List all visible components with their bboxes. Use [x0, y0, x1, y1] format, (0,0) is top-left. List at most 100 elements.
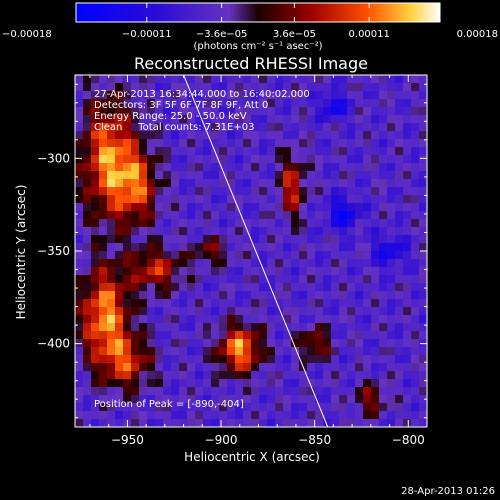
- heatmap-cell: [299, 147, 308, 156]
- heatmap-cell: [235, 179, 244, 188]
- heatmap-cell: [91, 411, 100, 420]
- heatmap-cell: [171, 419, 180, 427]
- heatmap-cell: [379, 387, 388, 396]
- heatmap-cell: [267, 347, 276, 356]
- heatmap-cell: [299, 267, 308, 276]
- heatmap-cell: [339, 267, 348, 276]
- heatmap-cell: [395, 259, 404, 268]
- heatmap-cell: [355, 163, 364, 172]
- heatmap-cell: [307, 107, 316, 116]
- heatmap-cell: [259, 299, 268, 308]
- heatmap-cell: [299, 403, 308, 412]
- heatmap-cell: [243, 211, 252, 220]
- heatmap-cell: [251, 291, 260, 300]
- heatmap-cell: [115, 91, 124, 100]
- heatmap-cell: [251, 331, 260, 340]
- heatmap-cell: [283, 131, 292, 140]
- heatmap-cell: [99, 99, 108, 108]
- heatmap-cell: [155, 331, 164, 340]
- heatmap-cell: [83, 131, 92, 140]
- heatmap-cell: [259, 339, 268, 348]
- heatmap-cell: [187, 107, 196, 116]
- heatmap-cell: [419, 211, 427, 220]
- heatmap-cell: [115, 243, 124, 252]
- heatmap-cell: [75, 379, 84, 388]
- heatmap-cell: [155, 243, 164, 252]
- heatmap-cell: [419, 355, 427, 364]
- heatmap-cell: [395, 123, 404, 132]
- heatmap-cell: [203, 171, 212, 180]
- heatmap-cell: [99, 307, 108, 316]
- heatmap-cell: [291, 83, 300, 92]
- heatmap-cell: [91, 235, 100, 244]
- heatmap-cell: [339, 259, 348, 268]
- heatmap-cell: [219, 283, 228, 292]
- heatmap-cell: [275, 403, 284, 412]
- heatmap-cell: [251, 371, 260, 380]
- heatmap-cell: [107, 267, 116, 276]
- heatmap-cell: [203, 227, 212, 236]
- heatmap-cell: [171, 347, 180, 356]
- heatmap-cell: [315, 195, 324, 204]
- heatmap-cell: [83, 243, 92, 252]
- heatmap-cell: [331, 275, 340, 284]
- heatmap-cell: [323, 291, 332, 300]
- heatmap-cell: [347, 243, 356, 252]
- heatmap-cell: [323, 379, 332, 388]
- heatmap-cell: [83, 147, 92, 156]
- heatmap-cell: [371, 155, 380, 164]
- heatmap-cell: [267, 203, 276, 212]
- heatmap-cell: [291, 363, 300, 372]
- heatmap-cell: [139, 323, 148, 332]
- heatmap-cell: [195, 123, 204, 132]
- heatmap-cell: [131, 339, 140, 348]
- heatmap-cell: [347, 163, 356, 172]
- heatmap-cell: [163, 323, 172, 332]
- heatmap-cell: [203, 379, 212, 388]
- heatmap-cell: [75, 163, 84, 172]
- heatmap-cell: [283, 147, 292, 156]
- heatmap-cell: [75, 363, 84, 372]
- heatmap-cell: [195, 347, 204, 356]
- heatmap-cell: [123, 347, 132, 356]
- heatmap-cell: [395, 315, 404, 324]
- heatmap-cell: [275, 363, 284, 372]
- heatmap-cell: [115, 411, 124, 420]
- heatmap-cell: [139, 243, 148, 252]
- heatmap-cell: [83, 339, 92, 348]
- heatmap-cell: [195, 299, 204, 308]
- heatmap-cell: [315, 147, 324, 156]
- heatmap-cell: [123, 339, 132, 348]
- heatmap-cell: [283, 211, 292, 220]
- heatmap-cell: [99, 275, 108, 284]
- heatmap-cell: [403, 115, 412, 124]
- heatmap-cell: [291, 403, 300, 412]
- heatmap-cell: [243, 195, 252, 204]
- heatmap-cell: [339, 227, 348, 236]
- heatmap-cell: [259, 411, 268, 420]
- heatmap-cell: [139, 227, 148, 236]
- heatmap-cell: [139, 187, 148, 196]
- heatmap-cell: [379, 155, 388, 164]
- heatmap-cell: [267, 163, 276, 172]
- heatmap-cell: [411, 147, 420, 156]
- heatmap-cell: [75, 419, 84, 427]
- heatmap-cell: [243, 243, 252, 252]
- heatmap-cell: [371, 315, 380, 324]
- heatmap-cell: [203, 371, 212, 380]
- heatmap-cell: [323, 347, 332, 356]
- heatmap-cell: [179, 227, 188, 236]
- heatmap-cell: [187, 91, 196, 100]
- heatmap-cell: [195, 227, 204, 236]
- heatmap-cell: [203, 123, 212, 132]
- heatmap-cell: [131, 155, 140, 164]
- heatmap-cell: [107, 395, 116, 404]
- heatmap-cell: [291, 91, 300, 100]
- heatmap-cell: [75, 355, 84, 364]
- heatmap-cell: [371, 411, 380, 420]
- heatmap-cell: [371, 379, 380, 388]
- heatmap-cell: [403, 243, 412, 252]
- heatmap-cell: [203, 139, 212, 148]
- heatmap-cell: [131, 171, 140, 180]
- heatmap-cell: [219, 315, 228, 324]
